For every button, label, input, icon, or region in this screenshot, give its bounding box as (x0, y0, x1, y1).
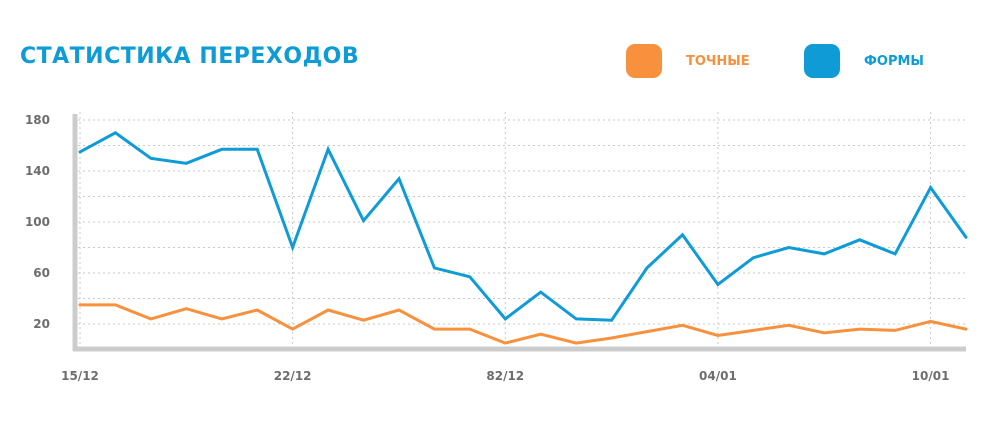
x-tick-label: 15/12 (61, 369, 99, 383)
y-tick-label: 60 (33, 266, 50, 280)
y-tick-label: 100 (25, 215, 50, 229)
legend-label-tochnye: ТОЧНЫЕ (686, 53, 750, 69)
chart-title: СТАТИСТИКА ПЕРЕХОДОВ (20, 44, 360, 69)
series-line-formy (78, 131, 968, 322)
x-tick-label: 82/12 (486, 369, 524, 383)
y-tick-label: 140 (25, 164, 50, 178)
legend-swatch-formy (804, 44, 840, 78)
legend-label-formy: ФОРМЫ (864, 53, 924, 69)
x-tick-label: 04/01 (699, 369, 737, 383)
x-tick-label: 22/12 (274, 369, 312, 383)
x-tick-label: 10/01 (912, 369, 950, 383)
y-tick-label: 180 (25, 113, 50, 127)
legend-item-formy: ФОРМЫ (804, 44, 924, 78)
series-line-tochnye (78, 303, 968, 345)
y-tick-label: 20 (33, 317, 50, 331)
legend-item-tochnye: ТОЧНЫЕ (626, 44, 750, 78)
legend-swatch-tochnye (626, 44, 662, 78)
